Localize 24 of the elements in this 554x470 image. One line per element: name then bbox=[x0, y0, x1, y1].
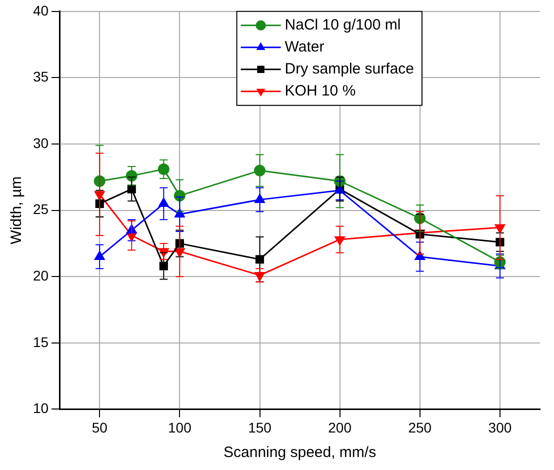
y-tick-label: 20 bbox=[32, 267, 49, 284]
y-tick-label: 25 bbox=[32, 201, 49, 218]
legend-label: KOH 10 % bbox=[284, 82, 356, 100]
y-tick-label: 30 bbox=[32, 134, 49, 151]
point bbox=[158, 198, 169, 207]
legend-label: Water bbox=[284, 38, 324, 56]
x-tick-label: 300 bbox=[488, 419, 512, 436]
point bbox=[334, 236, 345, 246]
x-tick-label: 200 bbox=[328, 419, 352, 436]
x-tick-label: 150 bbox=[248, 419, 272, 436]
y-axis-title: Width, µm bbox=[8, 176, 26, 244]
y-tick-label: 10 bbox=[32, 400, 49, 416]
y-tick-label: 40 bbox=[32, 2, 49, 18]
y-tick-label: 15 bbox=[32, 334, 49, 350]
y-tick-label: 35 bbox=[32, 68, 49, 85]
legend-label: NaCl 10 g/100 ml bbox=[284, 16, 401, 34]
point bbox=[159, 262, 168, 270]
point bbox=[158, 163, 170, 175]
x-tick-label: 50 bbox=[92, 419, 108, 436]
x-tick-label: 250 bbox=[408, 419, 432, 436]
legend-label: Dry sample surface bbox=[284, 60, 414, 78]
x-axis-title: Scanning speed, mm/s bbox=[223, 444, 376, 462]
point bbox=[254, 164, 266, 176]
x-tick-label: 100 bbox=[168, 419, 192, 436]
